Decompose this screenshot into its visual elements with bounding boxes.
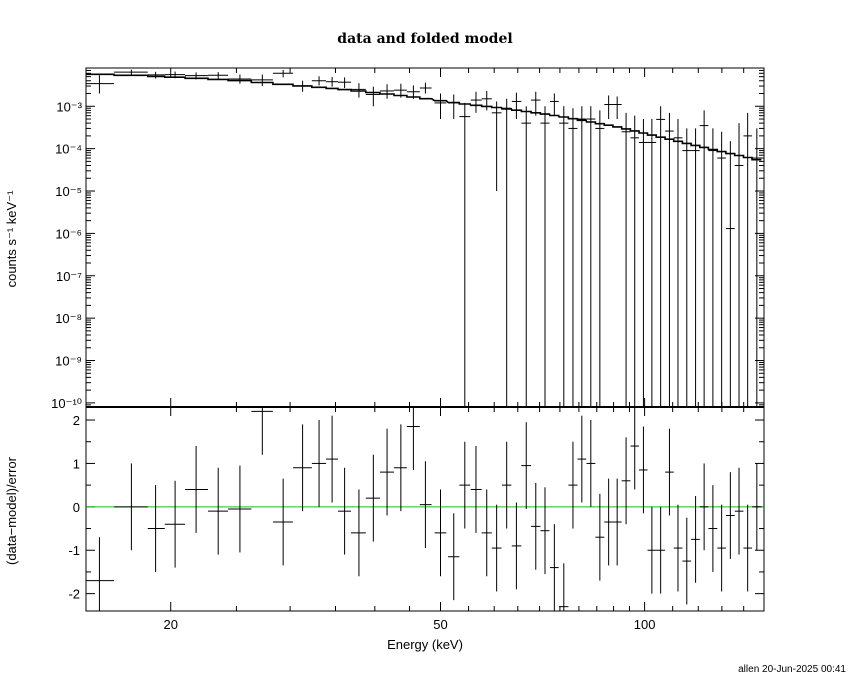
y-tick-label-bottom: -1 bbox=[68, 543, 80, 558]
y-tick-label-top: 10⁻⁸ bbox=[55, 311, 82, 326]
y-tick-label-top: 10⁻⁴ bbox=[55, 142, 82, 157]
y-tick-label-top: 10⁻⁹ bbox=[55, 354, 82, 369]
y-tick-label-top: 10⁻⁵ bbox=[55, 184, 82, 199]
y-tick-label-bottom: -2 bbox=[68, 587, 80, 602]
y-tick-label-top: 10⁻¹⁰ bbox=[51, 396, 82, 411]
y-axis-label-bottom: (data−model)/error bbox=[4, 456, 19, 565]
y-tick-label-bottom: 1 bbox=[73, 456, 80, 471]
spectrum-frame bbox=[85, 67, 765, 408]
y-tick-label-top: 10⁻⁷ bbox=[56, 269, 82, 284]
y-tick-label-top: 10⁻³ bbox=[56, 99, 82, 114]
y-tick-label-bottom: 0 bbox=[73, 500, 80, 515]
y-axis-label-top: counts s⁻¹ keV⁻¹ bbox=[4, 190, 19, 287]
footer-stamp: allen 20-Jun-2025 00:41 bbox=[738, 664, 846, 675]
y-tick-label-bottom: 2 bbox=[73, 413, 80, 428]
x-tick-label: 50 bbox=[433, 617, 447, 632]
y-tick-label-top: 10⁻⁶ bbox=[55, 226, 82, 241]
folded-model-line bbox=[86, 73, 762, 161]
spectrum-panel: 10⁻³ 10⁻⁴ 10⁻⁵ 10⁻⁶ 10⁻⁷ 10⁻⁸ 10⁻⁹ 10⁻¹⁰ bbox=[51, 67, 765, 411]
residuals-panel: 20 50 100 -2 -1 0 1 2 bbox=[68, 406, 765, 632]
residuals-frame bbox=[85, 406, 765, 612]
chart-title: data and folded model bbox=[337, 31, 512, 47]
x-tick-label: 20 bbox=[163, 617, 177, 632]
x-axis-label: Energy (keV) bbox=[387, 637, 463, 652]
x-tick-label: 100 bbox=[634, 617, 656, 632]
